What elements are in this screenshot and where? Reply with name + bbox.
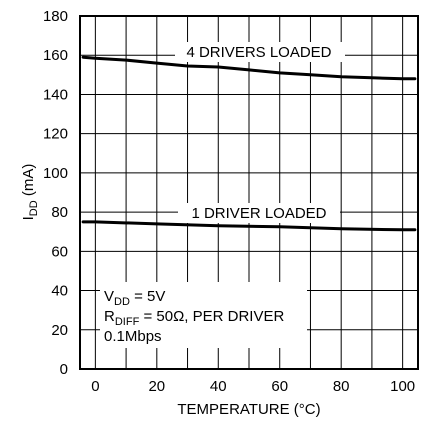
series-label-bg-1-driver [178,203,340,223]
y-tick-label: 0 [60,361,68,378]
y-tick-label: 20 [51,322,68,339]
y-tick-label: 40 [51,283,68,300]
y-tick-label: 180 [43,8,68,25]
series-label-1-driver: 1 DRIVER LOADED [191,205,326,222]
condition-rate: 0.1Mbps [104,328,162,345]
x-tick-label: 100 [390,378,415,395]
x-tick-label: 20 [148,378,165,395]
y-tick-label: 80 [51,204,68,221]
condition-vdd: VDD = 5V [104,288,165,308]
series-line-4-drivers [81,55,417,81]
y-tick-label: 100 [43,165,68,182]
series-label-4-drivers: 4 DRIVERS LOADED [186,44,331,61]
y-tick-label: 140 [43,86,68,103]
conditions-box-bg [100,282,307,348]
y-tick-label: 60 [51,243,68,260]
series-label-bg-4-drivers [175,42,345,62]
condition-rdiff: RDIFF = 50Ω, PER DRIVER [104,308,284,328]
y-tick-label: 120 [43,126,68,143]
x-tick-label: 0 [91,378,99,395]
x-axis-title: TEMPERATURE (°C) [177,401,320,418]
tick-labels: 0 20 40 60 80 100 120 140 160 180 0 20 40 60 80 100 [43,8,415,395]
x-tick-label: 60 [271,378,288,395]
y-tick-label: 160 [43,47,68,64]
x-tick-label: 80 [333,378,350,395]
series-line-1-driver [81,220,417,232]
x-tick-label: 40 [210,378,227,395]
y-axis-title: IDD (mA) [20,164,40,221]
plot-frame [79,15,419,370]
